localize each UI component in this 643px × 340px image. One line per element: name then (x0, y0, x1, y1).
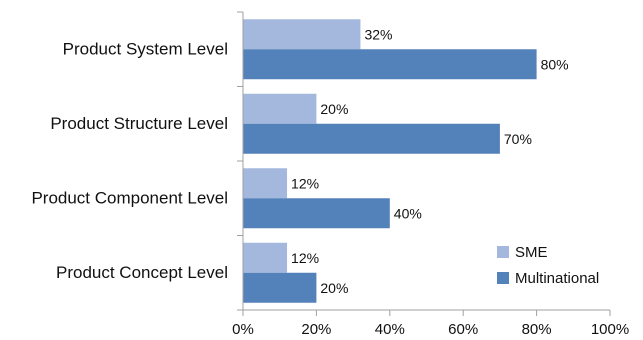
sme-bar (243, 19, 361, 50)
sme-bar (243, 168, 288, 199)
axes-layer: 0% 20% 40% 60% 80% 100% (232, 11, 629, 338)
x-tick-label: 40% (375, 321, 405, 338)
x-tick-label: 0% (232, 321, 254, 338)
category-label: Product Component Level (31, 188, 228, 207)
multinational-bar (243, 198, 390, 229)
data-label: 12% (291, 250, 319, 266)
category-label: Product Concept Level (56, 263, 228, 282)
x-tick-label: 60% (448, 321, 478, 338)
sme-legend-swatch (497, 246, 509, 258)
data-label: 70% (504, 131, 532, 147)
sme-bar (243, 93, 317, 124)
data-label: 20% (320, 280, 348, 296)
multinational-legend-swatch (497, 272, 509, 284)
category-labels: Product System Level Product Structure Le… (31, 39, 228, 282)
category-label: Product Structure Level (50, 114, 228, 133)
category-label: Product System Level (63, 39, 228, 58)
legend: SME Multinational (497, 244, 599, 287)
bars-layer: 32%80%20%70%12%40%12%20% (243, 19, 569, 303)
data-label: 12% (291, 175, 319, 191)
x-tick-label: 20% (301, 321, 331, 338)
legend-label: Multinational (515, 270, 599, 287)
legend-label: SME (515, 244, 548, 261)
multinational-bar (243, 49, 537, 80)
multinational-bar (243, 272, 317, 303)
data-label: 32% (364, 26, 392, 42)
data-label: 80% (541, 56, 569, 72)
sme-bar (243, 242, 288, 273)
x-tick-label: 100% (591, 321, 629, 338)
multinational-bar (243, 123, 500, 154)
data-label: 20% (320, 101, 348, 117)
data-label: 40% (394, 205, 422, 221)
x-tick-label: 80% (522, 321, 552, 338)
